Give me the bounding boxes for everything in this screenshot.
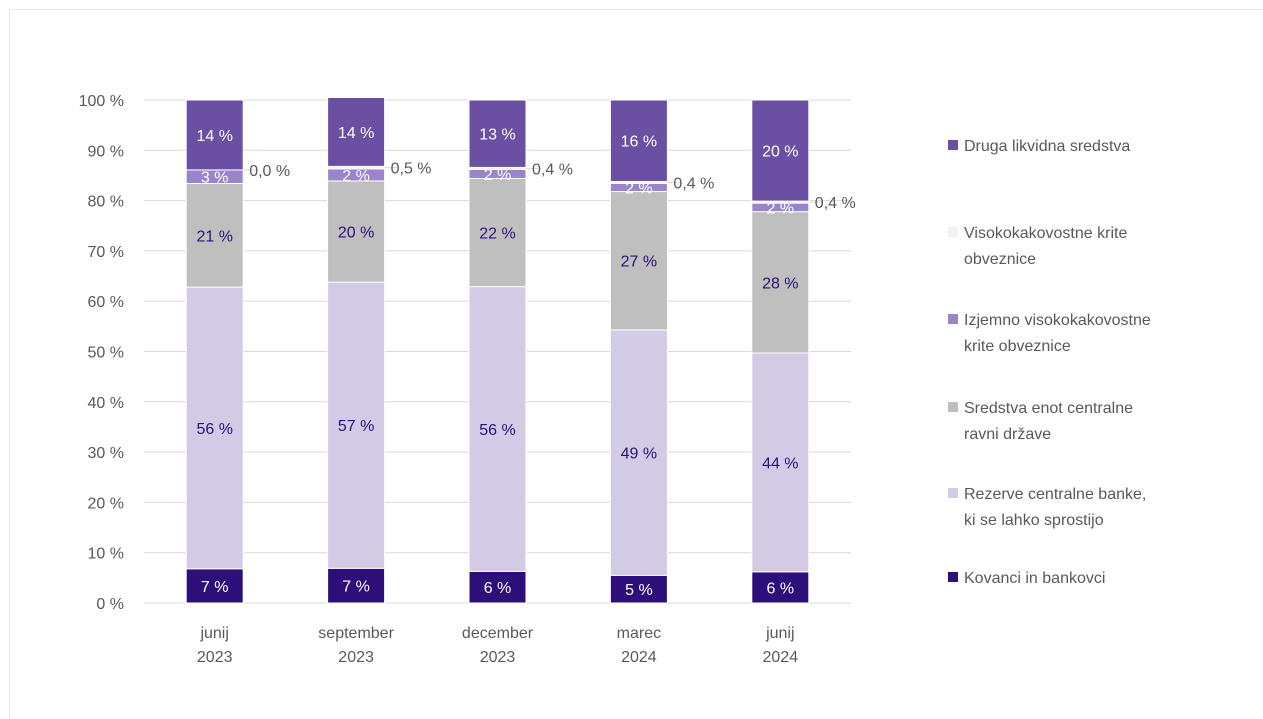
x-tick-label: 2023 <box>480 649 516 666</box>
x-tick-label: 2023 <box>197 649 233 666</box>
x-tick-label: 2023 <box>338 649 374 666</box>
y-tick-label: 70 % <box>88 244 124 261</box>
x-tick-label: september <box>318 625 394 642</box>
y-tick-label: 10 % <box>88 546 124 563</box>
data-label: 14 % <box>196 128 232 145</box>
y-tick-label: 80 % <box>88 194 124 211</box>
legend-swatch <box>948 402 958 412</box>
legend-swatch <box>948 314 958 324</box>
legend-label: Kovanci in bankovci <box>964 570 1105 587</box>
x-tick-label: marec <box>617 625 661 642</box>
data-label: 0,4 % <box>532 161 573 178</box>
data-label: 49 % <box>621 446 657 463</box>
data-label: 13 % <box>479 127 515 144</box>
y-tick-label: 60 % <box>88 294 124 311</box>
x-tick-label: december <box>462 625 534 642</box>
data-label: 44 % <box>762 455 798 472</box>
x-tick-label: junij <box>199 625 228 642</box>
x-tick-label: 2024 <box>621 649 657 666</box>
data-label: 5 % <box>625 582 653 599</box>
data-label: 57 % <box>338 418 374 435</box>
data-label: 2 % <box>342 168 370 185</box>
legend-swatch <box>948 572 958 582</box>
legend-label: Rezerve centralne banke,ki se lahko spro… <box>964 486 1146 529</box>
data-label: 27 % <box>621 254 657 271</box>
legend-swatch <box>948 227 958 237</box>
y-tick-label: 100 % <box>79 93 124 110</box>
data-label: 56 % <box>196 421 232 438</box>
data-label: 0,0 % <box>249 163 290 180</box>
y-tick-label: 40 % <box>88 395 124 412</box>
data-label: 56 % <box>479 422 515 439</box>
y-tick-label: 30 % <box>88 445 124 462</box>
data-label: 0,5 % <box>391 161 432 178</box>
x-tick-label: 2024 <box>763 649 799 666</box>
data-label: 3 % <box>201 170 229 187</box>
y-tick-label: 90 % <box>88 143 124 160</box>
data-label: 28 % <box>762 275 798 292</box>
y-tick-label: 50 % <box>88 345 124 362</box>
data-label: 14 % <box>338 125 374 142</box>
data-label: 0,4 % <box>815 195 856 212</box>
data-label: 7 % <box>201 579 229 596</box>
data-label: 6 % <box>484 580 512 597</box>
legend-swatch <box>948 488 958 498</box>
data-label: 21 % <box>196 228 232 245</box>
y-tick-label: 20 % <box>88 495 124 512</box>
data-label: 16 % <box>621 134 657 151</box>
data-label: 6 % <box>767 580 795 597</box>
data-label: 0,4 % <box>673 175 714 192</box>
y-tick-label: 0 % <box>96 596 124 613</box>
legend-swatch <box>948 140 958 150</box>
x-tick-label: junij <box>765 625 794 642</box>
data-label: 7 % <box>342 579 370 596</box>
data-label: 22 % <box>479 226 515 243</box>
legend-label: Druga likvidna sredstva <box>964 138 1130 155</box>
data-label: 20 % <box>338 225 374 242</box>
data-label: 20 % <box>762 144 798 161</box>
